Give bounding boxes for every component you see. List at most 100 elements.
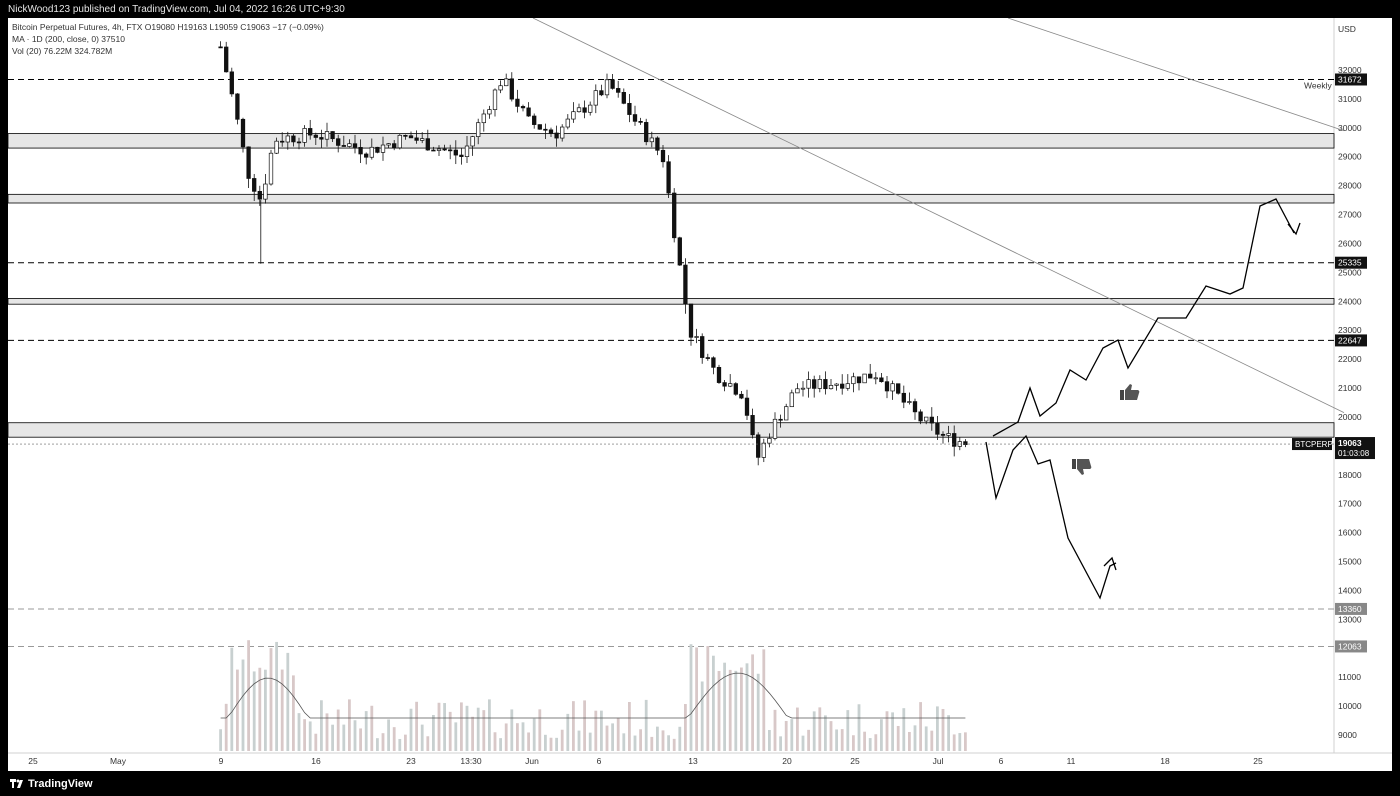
volume-bar xyxy=(420,724,424,751)
candle-body xyxy=(963,441,968,445)
volume-bar xyxy=(224,703,228,751)
candle-body xyxy=(537,124,542,130)
volume-bar xyxy=(370,705,374,751)
candle-body xyxy=(683,264,688,305)
candle-body xyxy=(778,418,783,421)
symbol-label: BTCPERP xyxy=(1295,440,1333,449)
volume-bar xyxy=(292,675,295,751)
time-tick-label: 11 xyxy=(1067,756,1076,766)
time-tick-label: 18 xyxy=(1160,756,1170,766)
volume-bar xyxy=(896,725,900,751)
volume-bar xyxy=(723,662,726,751)
candle-body xyxy=(392,143,397,149)
candle-body xyxy=(672,192,677,239)
volume-bar xyxy=(964,732,967,751)
price-tick-label: 22000 xyxy=(1338,354,1362,364)
chart-area[interactable]: Weekly 900010000110001200013000140001500… xyxy=(8,18,1392,771)
volume-bar xyxy=(812,711,816,751)
volume-bar xyxy=(908,731,911,751)
volume-bar xyxy=(605,725,609,751)
volume-bar xyxy=(745,663,749,751)
candle-body xyxy=(756,434,761,458)
candle-body xyxy=(621,92,626,104)
price-tick-label: 10000 xyxy=(1338,701,1362,711)
volume-bar xyxy=(913,725,917,751)
candle-body xyxy=(896,383,901,394)
volume-bar xyxy=(840,729,844,751)
candle-body xyxy=(851,376,856,385)
candle-body xyxy=(218,46,223,49)
candle-body xyxy=(856,376,862,384)
price-tick-label: 15000 xyxy=(1338,557,1362,567)
volume-bar xyxy=(258,667,262,751)
volume-bar xyxy=(868,738,872,751)
volume-bar xyxy=(734,670,738,751)
volume-bar xyxy=(829,721,833,751)
candle-body xyxy=(722,382,727,387)
candle-body xyxy=(268,152,274,185)
volume-bar xyxy=(756,673,760,751)
price-tick-label: 11000 xyxy=(1338,672,1361,682)
thumb-hand xyxy=(1077,459,1092,475)
volume-bar xyxy=(779,736,782,751)
bear-arrowhead xyxy=(1103,556,1117,571)
candle-body xyxy=(907,401,912,403)
level-label-bg xyxy=(1335,73,1367,86)
candle-body xyxy=(918,411,923,422)
price-tick-label: 27000 xyxy=(1338,210,1362,220)
candle-body xyxy=(431,149,436,152)
brand-bar: TradingView xyxy=(8,772,208,796)
candle-body xyxy=(319,137,324,140)
price-zone xyxy=(8,298,1335,305)
candle-body xyxy=(582,107,587,113)
candle-body xyxy=(436,148,442,151)
volume-bar xyxy=(353,720,357,751)
volume-bar xyxy=(824,715,827,751)
candle-body xyxy=(336,138,341,146)
candle-body xyxy=(952,433,957,447)
time-tick-label: 13:30 xyxy=(460,756,482,766)
volume-bar xyxy=(644,699,648,751)
volume-bar xyxy=(600,710,603,751)
price-tick-label: 32000 xyxy=(1338,65,1362,75)
volume-bar xyxy=(628,702,631,751)
volume-bar xyxy=(269,648,273,751)
level-label-bg xyxy=(1335,256,1367,269)
thumb-cuff xyxy=(1072,459,1076,469)
price-tick-label: 20000 xyxy=(1338,412,1362,422)
price-chart[interactable]: Weekly 900010000110001200013000140001500… xyxy=(8,18,1392,771)
volume-bar xyxy=(863,731,866,751)
candles xyxy=(218,41,968,466)
candle-body xyxy=(565,118,570,128)
volume-bar xyxy=(622,733,626,751)
candle-body xyxy=(817,379,822,389)
candle-body xyxy=(750,415,755,436)
time-tick-label: Jun xyxy=(525,756,539,766)
volume-bar xyxy=(751,654,754,751)
volume-bar xyxy=(454,722,458,751)
trendline-weekly xyxy=(1007,18,1345,132)
time-tick-label: 6 xyxy=(597,756,602,766)
candle-body xyxy=(414,137,419,141)
volume-bars xyxy=(219,640,967,751)
price-tick-label: 24000 xyxy=(1338,296,1362,306)
candle-body xyxy=(789,392,794,408)
volume-bar xyxy=(633,735,637,751)
candle-body xyxy=(705,357,710,359)
time-tick-label: 16 xyxy=(311,756,321,766)
price-tick-label: 23000 xyxy=(1338,325,1362,335)
volume-bar xyxy=(835,729,838,751)
candle-body xyxy=(498,85,503,91)
volume-bar xyxy=(672,738,676,751)
candle-body xyxy=(638,121,643,123)
volume-bar xyxy=(801,735,805,751)
candle-body xyxy=(772,418,778,439)
candle-body xyxy=(571,111,576,120)
candle-body xyxy=(599,90,604,96)
candle-body xyxy=(901,392,906,403)
volume-bar xyxy=(241,659,245,751)
volume-bar xyxy=(376,738,379,751)
volume-bar xyxy=(404,734,407,751)
candle-body xyxy=(246,146,251,179)
